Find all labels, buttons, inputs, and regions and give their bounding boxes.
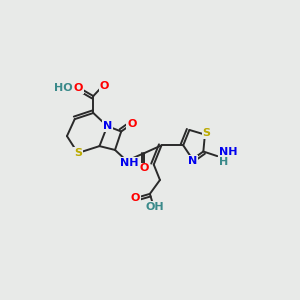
Text: NH: NH [219,147,237,157]
Text: S: S [74,148,82,158]
Text: OH: OH [146,202,165,212]
Text: O: O [100,81,109,91]
Text: O: O [130,193,140,203]
Text: O: O [74,83,83,93]
Text: O: O [140,164,149,173]
Text: NH: NH [121,158,139,168]
Text: N: N [103,121,112,131]
Text: H: H [219,157,228,166]
Text: S: S [202,128,211,138]
Text: HO: HO [54,83,72,93]
Text: O: O [128,119,137,129]
Text: N: N [188,156,197,166]
